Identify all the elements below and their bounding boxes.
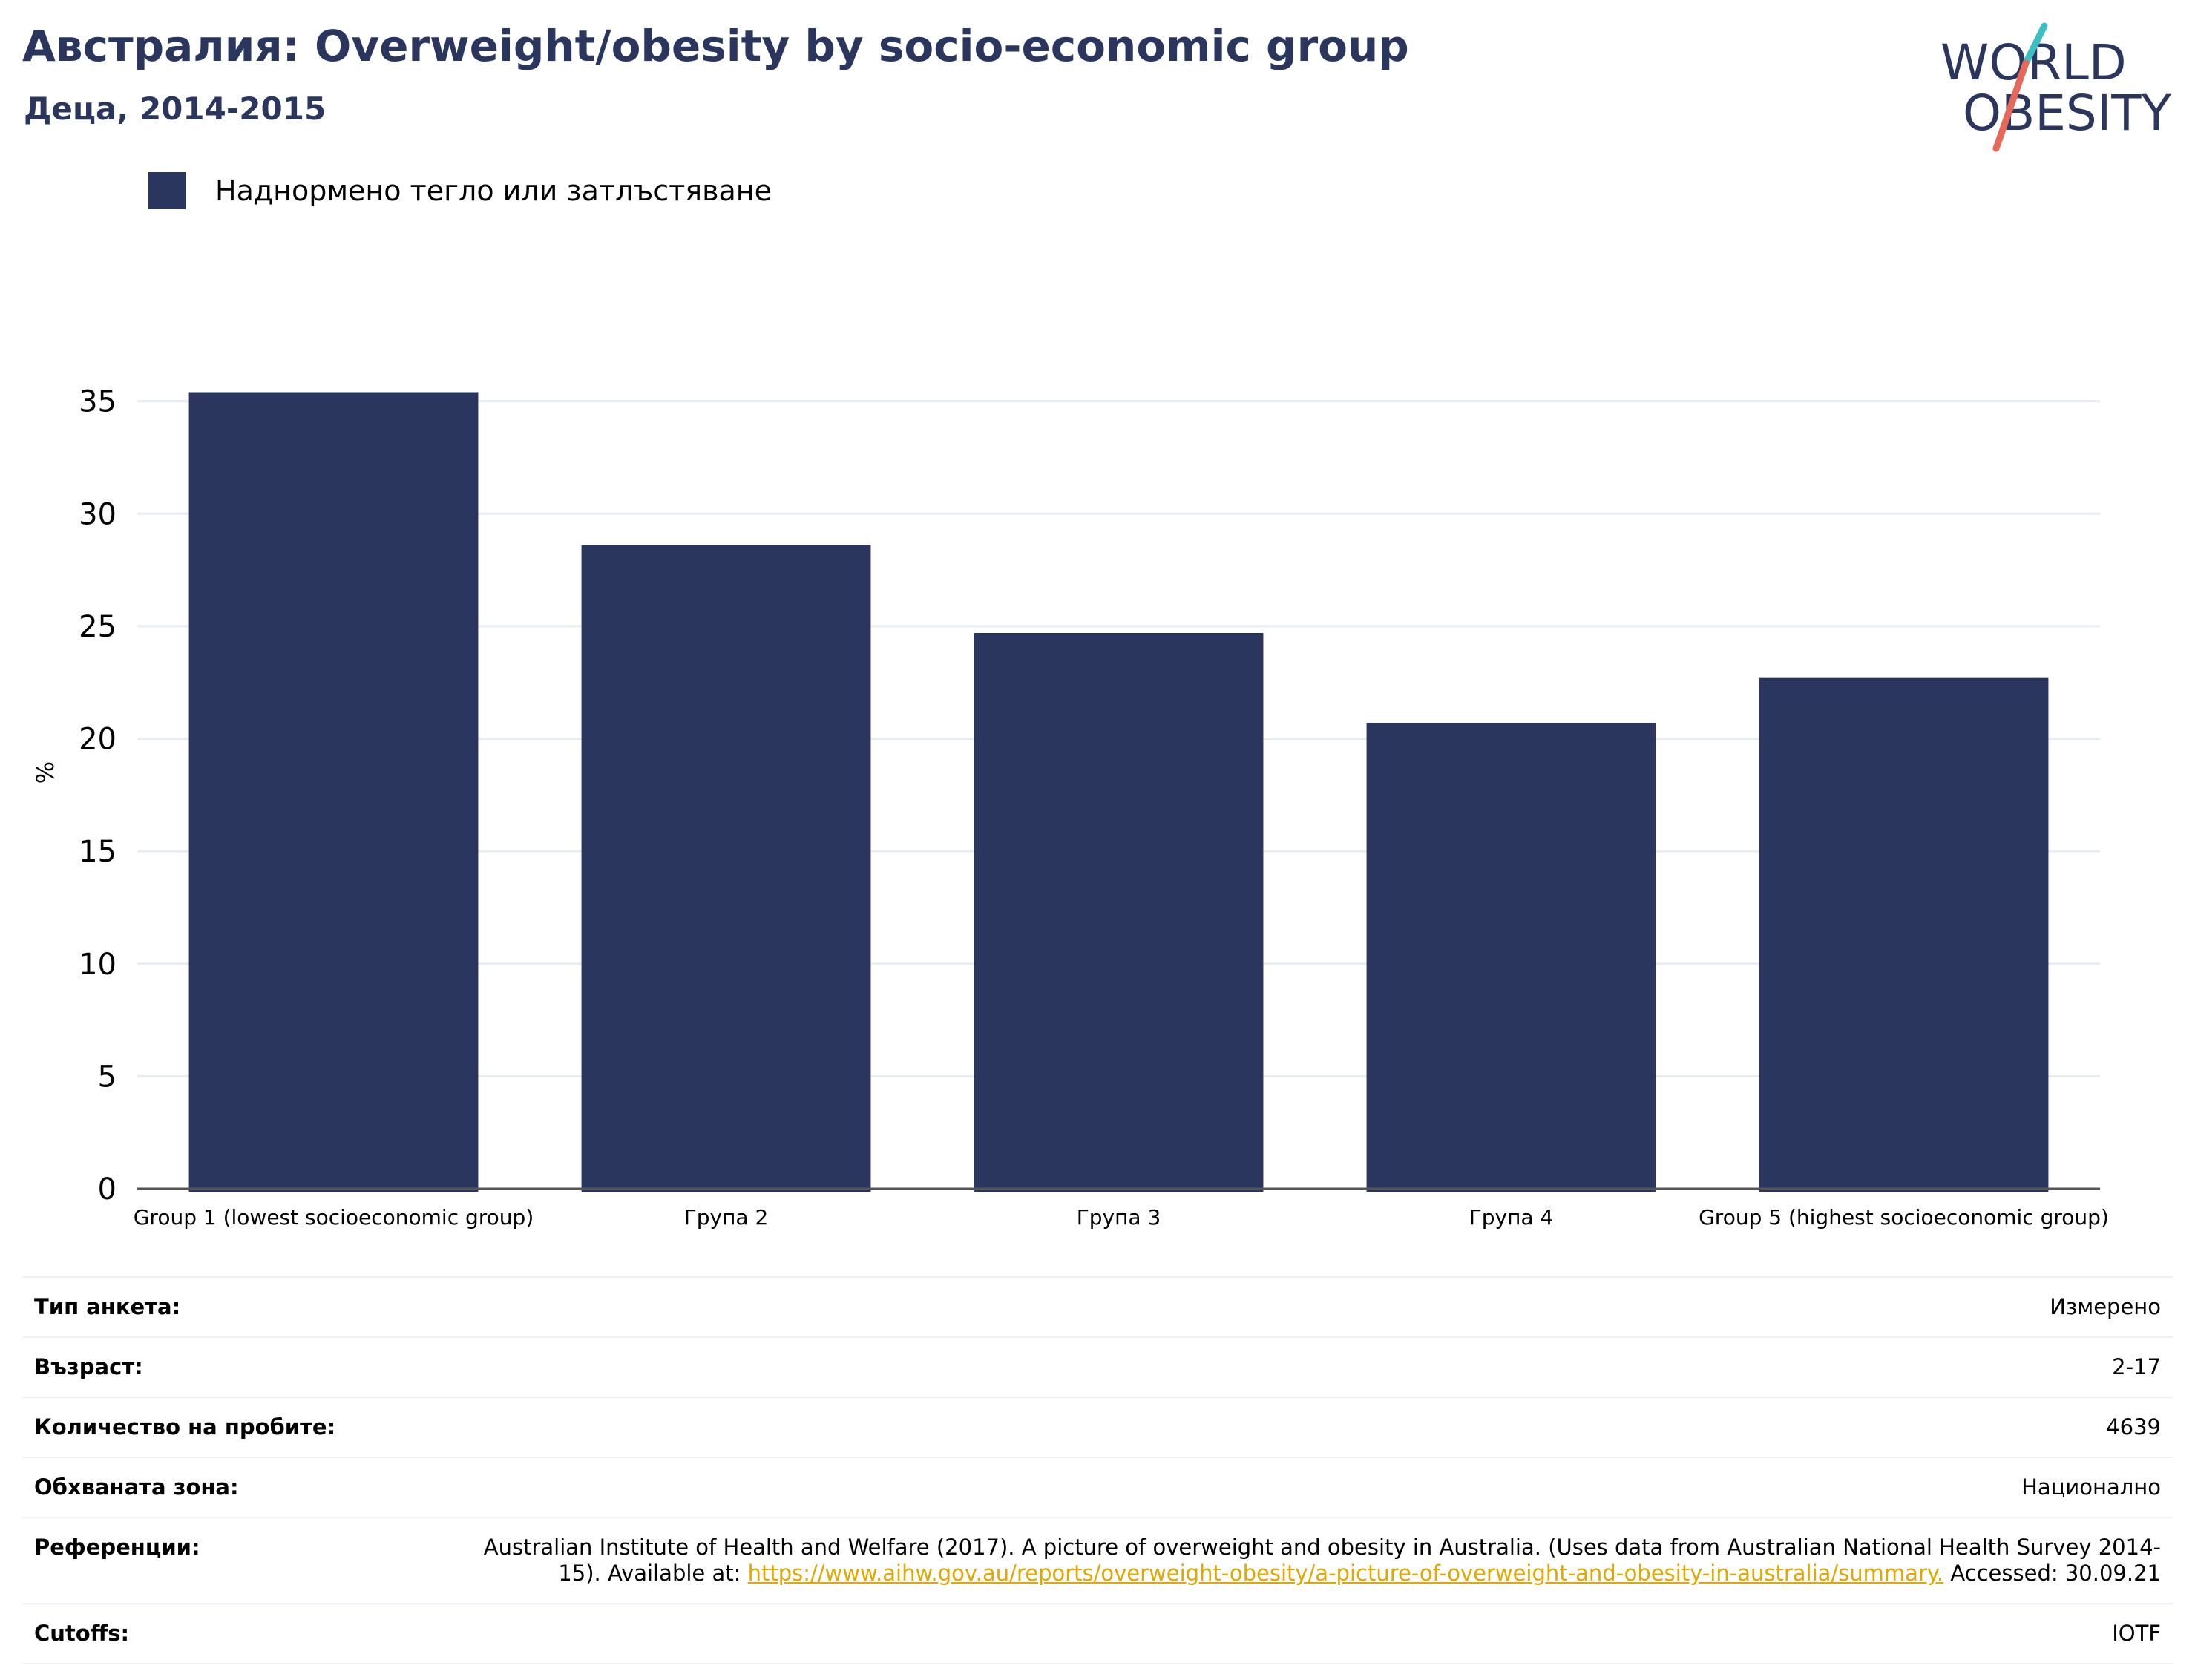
x-tick-label: Група 2: [684, 1205, 769, 1230]
cutoffs-label: Cutoffs:: [34, 1621, 130, 1646]
area-label: Обхваната зона:: [34, 1474, 239, 1500]
chart-title: Австралия: Overweight/obesity by socio-e…: [22, 21, 1409, 71]
world-obesity-logo: WORLD OBESITY: [1940, 22, 2172, 152]
legend-swatch: [148, 172, 186, 209]
survey-type-label: Тип анкета:: [34, 1294, 181, 1319]
x-tick-label: Група 4: [1469, 1205, 1554, 1230]
y-tick-label: 30: [79, 497, 117, 531]
x-tick-label: Group 1 (lowest socioeconomic group): [134, 1205, 534, 1230]
y-tick-label: 15: [79, 835, 117, 869]
survey-type-value: Измерено: [2050, 1294, 2161, 1319]
info-row-area: Обхваната зона: Национално: [22, 1457, 2173, 1517]
info-row-age: Възраст: 2-17: [22, 1336, 2173, 1397]
y-tick-label: 5: [98, 1060, 117, 1094]
info-row-references: Референции: Australian Institute of Heal…: [22, 1517, 2173, 1603]
x-tick-label: Group 5 (highest socioeconomic group): [1699, 1205, 2109, 1230]
x-tick-label: Група 3: [1077, 1205, 1161, 1230]
legend-label: Наднормено тегло или затлъстяване: [215, 174, 772, 207]
chart-legend: Наднормено тегло или затлъстяване: [148, 172, 772, 209]
y-tick-label: 20: [79, 723, 117, 757]
age-value: 2-17: [2112, 1354, 2161, 1379]
bar: [974, 632, 1264, 1192]
y-tick-label: 0: [98, 1172, 117, 1207]
sample-size-label: Количество на пробите:: [34, 1414, 336, 1440]
bar: [1366, 723, 1656, 1192]
y-tick-label: 35: [79, 385, 117, 419]
references-link[interactable]: https://www.aihw.gov.au/reports/overweig…: [747, 1561, 1944, 1586]
cutoffs-value: IOTF: [2112, 1621, 2161, 1646]
references-label: Референции:: [34, 1535, 200, 1560]
references-value: Australian Institute of Health and Welfa…: [454, 1535, 2161, 1587]
sample-size-value: 4639: [2106, 1414, 2161, 1440]
references-accessed: Accessed: 30.09.21: [1943, 1561, 2161, 1586]
bar: [581, 545, 871, 1192]
chart-subtitle: Деца, 2014-2015: [24, 91, 327, 127]
info-row-survey-type: Тип анкета: Измерено: [22, 1276, 2173, 1336]
y-tick-label: 10: [79, 948, 117, 982]
y-tick-label: 25: [79, 610, 117, 644]
bar: [1759, 677, 2049, 1192]
references-text: Australian Institute of Health and Welfa…: [483, 1535, 2161, 1586]
bar: [188, 392, 479, 1192]
area-value: Национално: [2021, 1474, 2161, 1500]
age-label: Възраст:: [34, 1354, 143, 1379]
info-row-sample-size: Количество на пробите: 4639: [22, 1397, 2173, 1457]
info-row-cutoffs: Cutoffs: IOTF: [22, 1603, 2173, 1664]
info-table: Тип анкета: Измерено Възраст: 2-17 Колич…: [22, 1276, 2173, 1664]
y-axis-label: %: [31, 761, 59, 784]
logo-line-2: OBESITY: [1963, 85, 2172, 142]
bar-chart: 0 5 10 15 20 25 30 35% Group 1 (lowest socioecon…: [31, 385, 2109, 1230]
